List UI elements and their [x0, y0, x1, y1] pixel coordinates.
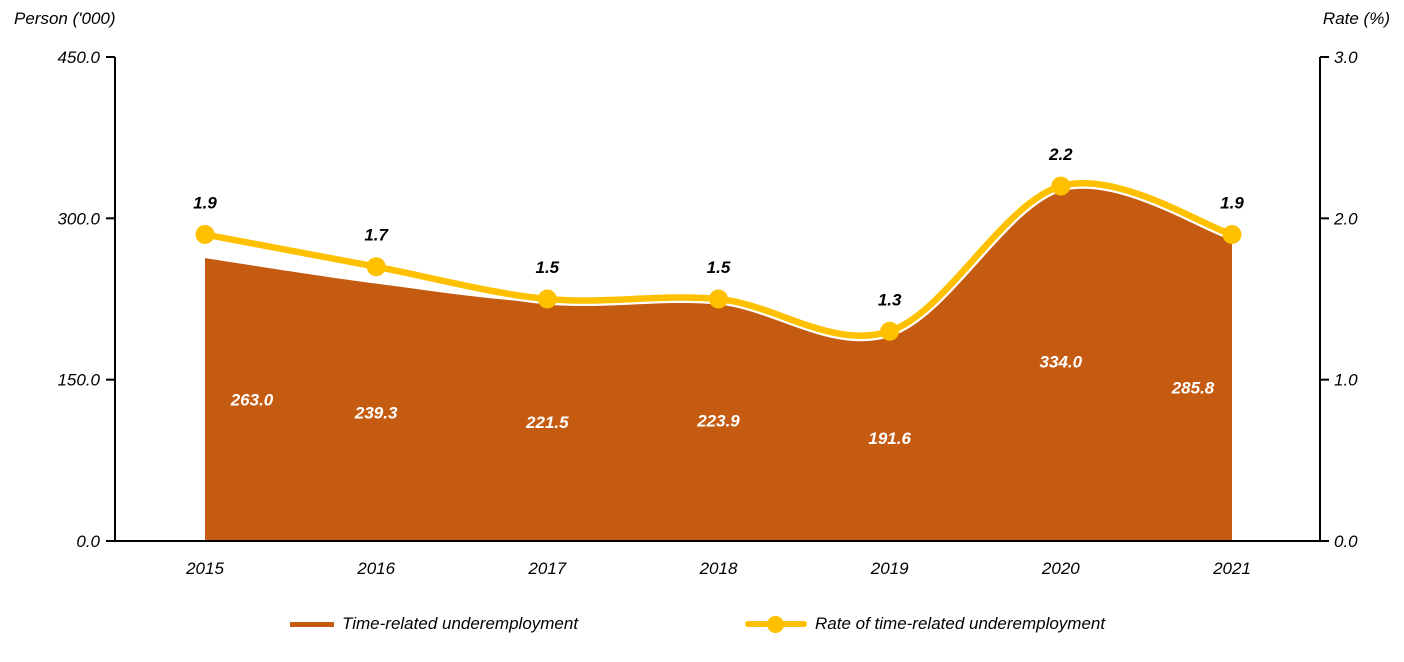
combo-chart: 450.0 300.0 150.0 0.0 3.0 2.0 1.0 0.0 2015 2016 20… [57, 48, 1358, 578]
rate-value-label-2020: 2.2 [1048, 145, 1073, 164]
left-axis-tick-label: 300.0 [57, 209, 100, 228]
rate-value-label-2017: 1.5 [536, 258, 560, 277]
area-value-label-2016: 239.3 [354, 403, 398, 422]
line-series-marker-icon [767, 615, 784, 633]
line-series-swatch-icon [745, 615, 807, 633]
rate-value-label-2018: 1.5 [707, 258, 731, 277]
area-value-label-2020: 334.0 [1040, 352, 1083, 371]
x-axis-label-2020: 2020 [1041, 559, 1080, 578]
legend-label-rate: Rate of time-related underemployment [815, 614, 1106, 633]
area-value-label-2017: 221.5 [525, 413, 569, 432]
right-axis-title: Rate (%) [1322, 9, 1390, 28]
rate-value-label-2016: 1.7 [364, 226, 389, 245]
x-axis-label-2018: 2018 [699, 559, 738, 578]
x-axis-label-2016: 2016 [356, 559, 395, 578]
right-axis-tick-label: 2.0 [1333, 209, 1358, 228]
area-series-swatch-icon [290, 621, 334, 627]
legend-item-underemployment: Time-related underemployment [290, 612, 578, 636]
right-axis-tick-label: 3.0 [1334, 48, 1358, 67]
left-axis-tick-label: 150.0 [57, 371, 100, 390]
area-value-label-2021: 285.8 [1171, 378, 1215, 397]
rate-marker-2015 [195, 224, 215, 244]
right-axis-tick-label: 0.0 [1334, 532, 1358, 551]
rate-marker-2016 [366, 257, 386, 277]
left-axis-tick-label: 450.0 [57, 48, 100, 67]
legend-label-underemployment: Time-related underemployment [342, 614, 579, 633]
rate-value-label-2015: 1.9 [193, 194, 217, 213]
rate-marker-2018 [709, 289, 728, 309]
area-value-label-2015: 263.0 [230, 391, 274, 410]
left-axis-title: Person ('000) [14, 9, 116, 28]
rate-marker-2017 [537, 289, 557, 309]
right-axis-tick-label: 1.0 [1334, 371, 1358, 390]
x-axis-label-2021: 2021 [1212, 559, 1251, 578]
x-axis-label-2015: 2015 [185, 559, 224, 578]
legend-item-rate: Rate of time-related underemployment [745, 612, 1105, 636]
left-axis-tick-label: 0.0 [76, 532, 100, 551]
area-value-label-2018: 223.9 [696, 412, 740, 431]
area-series-path [205, 178, 1232, 541]
rate-marker-2021 [1222, 224, 1242, 244]
x-axis-label-2019: 2019 [870, 559, 909, 578]
rate-marker-2020 [1051, 176, 1071, 196]
rate-marker-2019 [880, 321, 900, 341]
axes-frame [114, 57, 1321, 542]
rate-value-label-2021: 1.9 [1220, 194, 1244, 213]
rate-value-label-2019: 1.3 [878, 290, 902, 309]
area-value-label-2019: 191.6 [868, 429, 911, 448]
x-axis-label-2017: 2017 [527, 559, 566, 578]
